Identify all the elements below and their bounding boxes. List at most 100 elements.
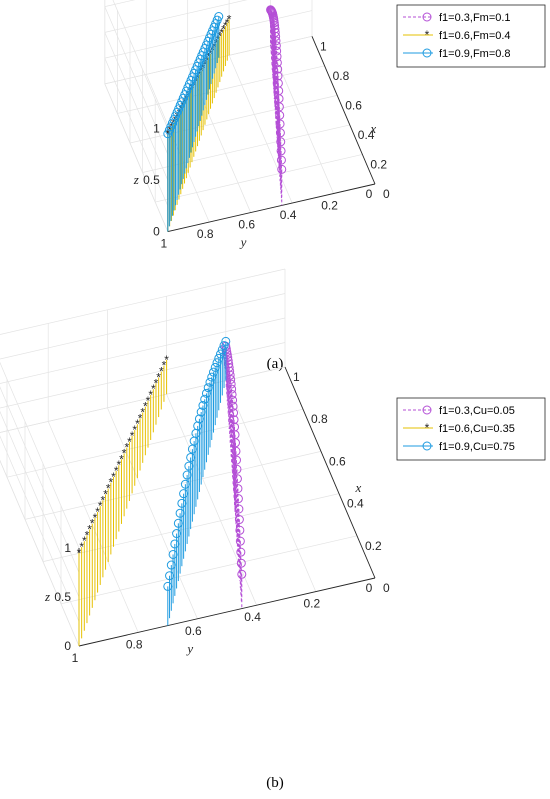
data-point: * [93,511,98,525]
z-axis-label: z [44,589,50,604]
grid [104,0,376,232]
legend-entry: f1=0.3,Fm=0.1 [439,12,511,24]
x-axis-label: x [355,480,362,495]
y-axis-line [167,183,376,233]
data-point: * [79,540,84,554]
data-point: * [159,365,164,379]
legend-marker [422,405,432,415]
data-point: * [132,423,137,437]
data-point: * [204,54,209,68]
legend-marker [422,48,432,58]
grid-line [0,293,286,360]
x-tick-label: 0.6 [329,454,346,468]
y-axis-line [78,577,376,647]
grid-line [0,459,80,647]
z-tick-label: 1 [64,541,71,555]
y-tick-label: 0.2 [303,597,320,611]
data-point: * [101,493,106,507]
data-point: * [116,458,121,472]
grid-line [0,386,80,573]
x-tick-label: 0.6 [345,98,362,112]
grid-line [155,154,363,203]
grid-line [225,380,317,592]
legend-entry: f1=0.6,Cu=0.35 [439,423,515,435]
data-point: * [98,499,103,513]
data-point: * [219,26,224,40]
data-point: * [143,400,148,414]
grid-line [187,64,252,213]
grid-line [104,58,169,206]
data-point: * [77,546,82,560]
grid-line [24,451,322,520]
legend-marker [422,12,432,22]
grid-line [112,0,169,129]
legend-entry: f1=0.6,Fm=0.4 [439,30,511,42]
data-point: * [156,370,161,384]
legend-entry: f1=0.9,Cu=0.75 [439,441,515,453]
y-tick-label: 0.8 [197,227,214,241]
data-point: * [206,50,211,64]
legend-entry: f1=0.3,Cu=0.05 [439,405,515,417]
data-point: * [140,406,145,420]
grid-line [104,32,169,181]
z-axis-label: z [133,172,139,187]
data-point: * [95,505,100,519]
data-point: * [109,476,114,490]
z-tick-label: 1 [153,122,160,136]
legend-box [396,397,546,461]
legend-box [396,4,546,68]
y-tick-label: 0 [366,581,373,595]
data-point: * [138,411,143,425]
series-2 [163,12,224,232]
data-point: * [225,16,230,30]
grid-line [6,408,304,478]
data-point [219,341,229,351]
grid-line [0,268,286,335]
data-point: * [223,19,228,33]
panel-caption: (b) [266,775,284,791]
grid-line [0,410,80,598]
data-point: * [154,376,159,390]
z-tick-label: 0.5 [143,173,160,187]
grid-line [47,421,139,633]
grid-line [129,95,338,144]
y-tick-label: 0.4 [280,208,297,222]
legend: f1=0.3,Fm=0.1 * f1=0.6,Fm=0.4 f1=0.9,Fm=0.8 [396,4,546,68]
chart-panel-b: 00.20.40.60.810.20.40.60.81000.51xyz****… [0,268,546,791]
data-point: * [216,33,221,47]
grid-line [0,317,286,384]
x-axis-line [284,366,376,579]
data-point: * [106,482,111,496]
series-0 [221,341,247,609]
x-tick-label: 0 [383,187,390,201]
series-1: ********************************** [77,353,169,646]
data-point: * [164,353,169,367]
legend-marker: * [425,28,430,42]
data-point: * [127,435,132,449]
data-point: * [90,517,95,531]
data-point: * [214,37,219,51]
x-tick-label: 0.4 [347,497,364,511]
data-point: * [148,388,153,402]
data-point: * [111,470,116,484]
data-point: * [119,452,124,466]
grid-line [0,361,80,549]
y-tick-label: 0 [366,187,373,201]
grid-line [145,74,210,223]
y-tick-label: 1 [72,651,79,665]
y-axis-label: y [185,641,193,656]
x-tick-label: 0.2 [365,539,382,553]
x-axis-label: x [369,121,376,136]
data-point: * [87,523,92,537]
axes [78,366,376,647]
x-axis-line [311,36,376,185]
data-point [214,12,224,22]
legend-marker [422,441,432,451]
z-tick-label: 0.5 [54,590,71,604]
x-tick-label: 1 [320,39,327,53]
data-point: * [195,71,200,85]
legend-entry: f1=0.9,Fm=0.8 [439,48,511,60]
data-point [221,336,231,346]
x-tick-label: 0.2 [370,157,387,171]
